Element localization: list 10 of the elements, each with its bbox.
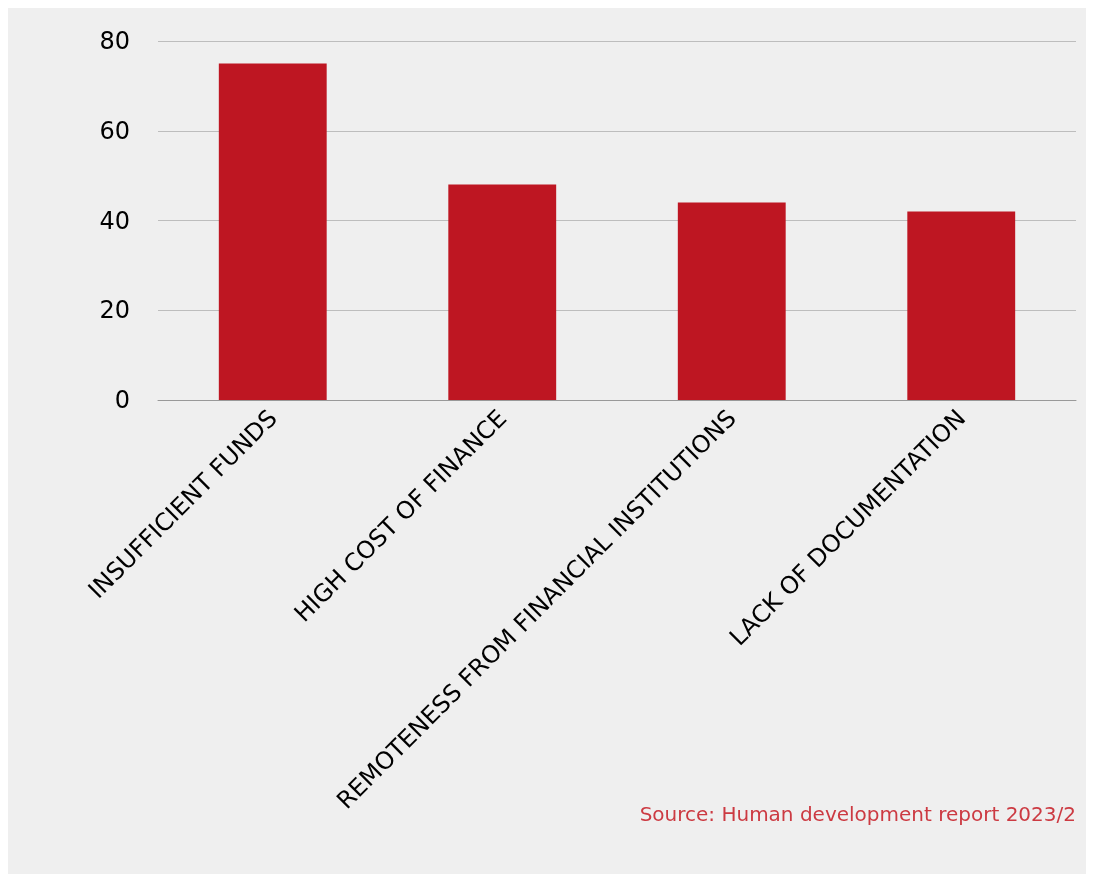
bar xyxy=(448,184,557,400)
bar xyxy=(218,63,327,400)
y-tick-label: 40 xyxy=(99,206,130,235)
bar xyxy=(677,202,786,400)
source-note: Source: Human development report 2023/2 xyxy=(639,802,1077,826)
y-tick-label: 0 xyxy=(114,386,130,414)
y-tick-label: 80 xyxy=(99,27,130,55)
y-tick-label: 20 xyxy=(99,296,130,325)
y-tick-label: 60 xyxy=(99,116,130,145)
bar xyxy=(907,211,1016,400)
